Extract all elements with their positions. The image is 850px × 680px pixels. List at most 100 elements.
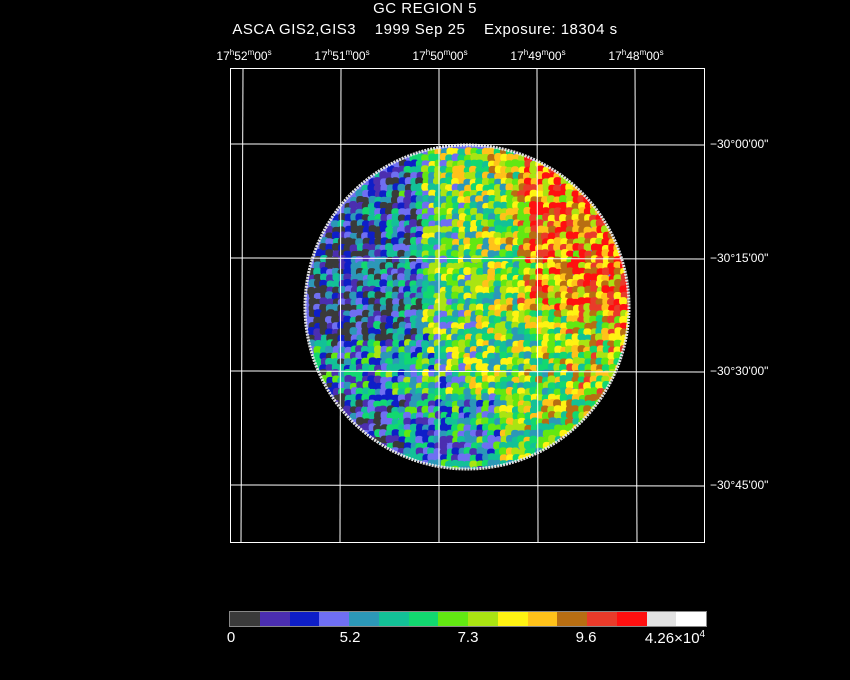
image-pixel xyxy=(481,333,490,342)
image-pixel xyxy=(374,237,383,246)
image-pixel xyxy=(625,340,629,349)
image-pixel xyxy=(373,303,382,312)
image-pixel xyxy=(457,279,466,288)
image-pixel xyxy=(367,231,376,240)
image-pixel xyxy=(337,400,346,409)
image-pixel xyxy=(548,333,557,342)
image-pixel xyxy=(541,226,550,235)
image-pixel xyxy=(421,219,430,228)
image-pixel xyxy=(529,231,538,240)
image-pixel xyxy=(529,214,538,223)
image-pixel xyxy=(476,267,485,276)
image-pixel xyxy=(578,363,587,372)
image-pixel xyxy=(427,453,436,462)
image-pixel xyxy=(571,399,580,408)
image-pixel xyxy=(596,351,605,360)
image-pixel xyxy=(385,418,394,427)
image-pixel xyxy=(523,184,532,193)
image-pixel xyxy=(356,417,365,426)
image-pixel xyxy=(553,285,562,294)
image-pixel xyxy=(499,454,508,463)
image-pixel xyxy=(529,268,538,277)
image-pixel xyxy=(355,189,364,198)
image-pixel xyxy=(349,238,358,247)
image-pixel xyxy=(601,285,610,294)
image-pixel xyxy=(391,382,400,391)
image-pixel xyxy=(626,268,629,277)
image-pixel xyxy=(373,184,382,193)
image-pixel xyxy=(343,279,352,288)
image-pixel xyxy=(493,201,502,210)
image-pixel xyxy=(481,393,490,402)
dec-grid-line xyxy=(231,484,704,487)
image-pixel xyxy=(607,291,616,300)
image-pixel xyxy=(613,261,622,270)
image-pixel xyxy=(481,321,490,330)
image-pixel xyxy=(451,340,460,349)
colorbar-tick-label: 9.6 xyxy=(575,629,597,646)
image-pixel xyxy=(325,364,334,373)
image-pixel xyxy=(614,376,623,385)
image-pixel xyxy=(589,339,598,348)
dec-tick-label: −30°45'00" xyxy=(710,478,769,492)
image-pixel xyxy=(368,195,377,204)
image-pixel xyxy=(511,207,520,216)
image-pixel xyxy=(403,297,412,306)
image-pixel xyxy=(349,291,358,300)
image-pixel xyxy=(433,171,442,180)
image-pixel xyxy=(427,195,436,204)
image-pixel xyxy=(487,423,496,432)
image-pixel xyxy=(524,334,533,343)
image-pixel xyxy=(391,394,400,403)
image-pixel xyxy=(380,184,389,193)
colorbar-max-label: 4.26×104 xyxy=(644,629,706,647)
image-pixel xyxy=(445,315,454,324)
image-pixel xyxy=(379,171,388,180)
image-pixel xyxy=(397,327,406,336)
image-pixel xyxy=(583,303,592,312)
image-pixel xyxy=(505,417,514,426)
image-pixel xyxy=(547,291,556,300)
colorbar-cell xyxy=(646,612,677,626)
image-pixel xyxy=(469,303,478,312)
image-pixel xyxy=(464,159,473,168)
image-pixel xyxy=(410,285,419,294)
image-pixel xyxy=(457,183,466,192)
image-pixel xyxy=(386,249,395,258)
image-pixel xyxy=(379,190,388,199)
image-pixel xyxy=(373,375,382,384)
colorbar-cell xyxy=(497,612,528,626)
image-pixel xyxy=(493,292,502,301)
image-pixel xyxy=(326,280,335,289)
image-pixel xyxy=(415,435,424,444)
image-pixel xyxy=(499,345,508,354)
image-pixel xyxy=(499,466,508,469)
image-pixel xyxy=(337,393,346,402)
image-pixel xyxy=(517,202,526,211)
image-pixel xyxy=(613,339,622,348)
image-pixel xyxy=(427,183,436,192)
image-pixel xyxy=(524,459,533,468)
image-pixel xyxy=(553,388,562,397)
image-pixel xyxy=(535,429,544,438)
image-pixel xyxy=(481,249,490,258)
image-pixel xyxy=(530,454,539,463)
image-pixel xyxy=(367,291,376,300)
image-pixel xyxy=(380,213,389,222)
image-pixel xyxy=(374,231,383,240)
image-pixel xyxy=(349,327,358,336)
image-pixel xyxy=(571,363,580,372)
image-pixel xyxy=(547,250,556,259)
image-pixel xyxy=(440,352,449,361)
image-pixel xyxy=(349,364,358,373)
image-pixel xyxy=(331,220,340,229)
image-pixel xyxy=(559,381,568,390)
image-pixel xyxy=(547,232,556,241)
image-pixel xyxy=(457,196,466,205)
image-pixel xyxy=(481,177,490,186)
image-pixel xyxy=(488,243,497,252)
image-pixel xyxy=(409,309,418,318)
image-pixel xyxy=(433,213,442,222)
image-pixel xyxy=(536,201,545,210)
image-pixel xyxy=(565,387,574,396)
